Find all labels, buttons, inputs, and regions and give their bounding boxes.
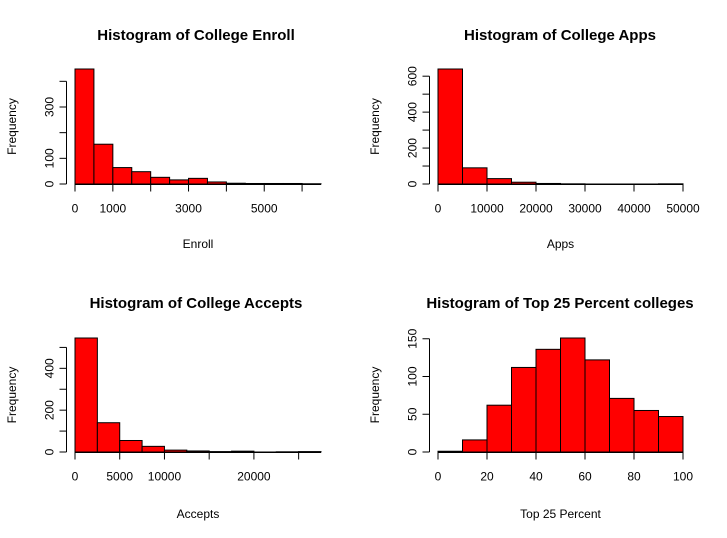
histogram-bar [462,167,488,185]
histogram-bar [535,182,561,185]
y-tick-label: 300 [43,97,57,117]
x-tick-label: 40000 [617,202,651,216]
histogram-bar [163,449,188,453]
chart-title: Histogram of College Apps [464,27,656,44]
histogram-bar [188,177,208,185]
x-tick-label: 20 [480,470,494,484]
histogram-bar [609,397,635,453]
y-tick-label: 100 [406,366,420,386]
histogram-bar [131,171,152,185]
histogram-bar [584,359,610,453]
x-tick-label: 20000 [237,470,271,484]
y-tick-label: 600 [406,66,420,86]
x-tick-label: 80 [627,470,641,484]
y-tick-label: 400 [43,358,57,378]
histogram-bar [119,439,143,453]
histogram-bar [244,182,265,185]
x-tick-label: 30000 [568,202,602,216]
x-tick-label: 10000 [470,202,504,216]
y-tick-label: 0 [43,180,57,187]
histogram-bar [535,348,561,453]
x-tick-label: 50000 [666,202,700,216]
y-axis-label: Frequency [5,367,19,424]
y-tick-label: 0 [406,448,420,455]
y-axis-label: Frequency [368,98,382,155]
histogram-bar [486,404,512,453]
histogram-bar [74,337,98,453]
y-tick-label: 200 [43,400,57,420]
histogram-bar [437,68,463,185]
histogram-bar [560,337,586,453]
x-tick-label: 100 [673,470,693,484]
x-axis-label: Top 25 Percent [520,507,601,521]
y-tick-label: 400 [406,102,420,122]
panel-accepts: Histogram of College Accepts Accepts Fre… [5,295,322,521]
histogram-bar [511,181,537,185]
x-axis-label: Accepts [177,507,220,521]
x-tick-label: 20000 [519,202,553,216]
histogram-bar [282,182,303,185]
x-tick-label: 0 [72,202,79,216]
y-tick-label: 50 [406,407,420,421]
x-tick-label: 0 [72,470,79,484]
y-tick-label: 0 [43,448,57,455]
x-tick-label: 5000 [106,470,133,484]
histogram-bar [462,439,488,453]
histogram-bar [486,178,512,185]
y-tick-label: 200 [406,138,420,158]
histogram-bar [511,366,537,453]
histogram-bar [633,409,659,453]
histogram-bar [96,422,121,453]
x-tick-label: 0 [435,470,442,484]
chart-title: Histogram of College Accepts [90,295,303,312]
histogram-bar [231,450,255,453]
y-tick-label: 100 [43,148,57,168]
x-tick-label: 10000 [148,470,182,484]
histogram-bar [263,182,284,185]
panel-top25: Histogram of Top 25 Percent colleges Top… [368,295,694,521]
histogram-bar [74,68,95,185]
x-tick-label: 0 [435,202,442,216]
chart-title: Histogram of College Enroll [97,27,295,44]
histogram-bar [150,176,171,185]
panel-enroll: Histogram of College Enroll Enroll Frequ… [5,27,322,251]
histogram-bar [186,450,210,453]
x-tick-label: 5000 [251,202,278,216]
y-axis-label: Frequency [368,367,382,424]
histogram-bar [112,167,133,185]
y-tick-label: 150 [406,328,420,348]
x-tick-label: 60 [578,470,592,484]
x-axis-label: Enroll [183,237,214,251]
y-tick-label: 0 [406,180,420,187]
histogram-bar [141,445,165,453]
x-tick-label: 1000 [99,202,126,216]
chart-title: Histogram of Top 25 Percent colleges [426,295,693,312]
y-axis-label: Frequency [5,98,19,155]
x-tick-label: 3000 [175,202,202,216]
x-tick-label: 40 [529,470,543,484]
histogram-bar [169,179,190,185]
histogram-bar [206,181,227,185]
x-axis-label: Apps [547,237,574,251]
histogram-bar [225,182,246,185]
histogram-bar [93,143,114,185]
histogram-bar [437,450,463,453]
histogram-bar [658,416,684,453]
panel-apps: Histogram of College Apps Apps Frequency… [368,27,700,251]
